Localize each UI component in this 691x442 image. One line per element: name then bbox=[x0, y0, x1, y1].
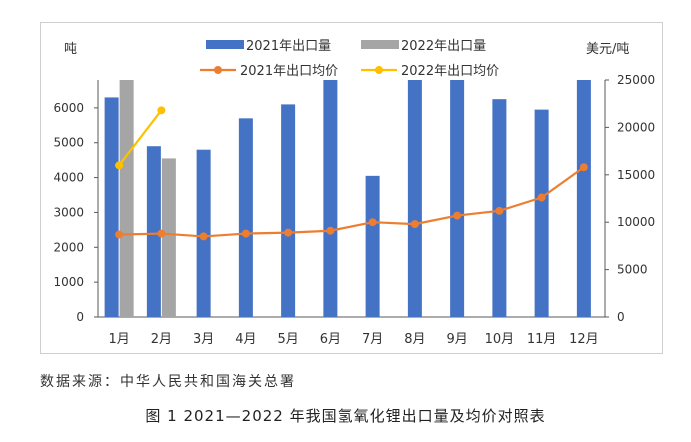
bar-2021 bbox=[281, 104, 296, 317]
avg-price-2021-point bbox=[115, 230, 124, 239]
chart-frame bbox=[40, 22, 663, 354]
figure-caption: 图 1 2021—2022 年我国氢氧化锂出口量及均价对照表 bbox=[145, 407, 546, 425]
left-axis-tick-label: 3000 bbox=[53, 205, 84, 219]
right-axis-tick-label: 0 bbox=[617, 310, 625, 324]
x-axis-tick-label: 11月 bbox=[527, 332, 557, 347]
bar-2021 bbox=[365, 175, 380, 317]
left-axis-tick-label: 5000 bbox=[53, 136, 84, 150]
x-axis-tick-label: 12月 bbox=[569, 332, 599, 347]
legend-swatch bbox=[206, 40, 244, 49]
axes: 0 1000 2000 3000 4000 5000 6000 0 5000 10000 15000… bbox=[53, 42, 655, 347]
legend-label: 2021年出口均价 bbox=[240, 64, 338, 79]
avg-price-2021-point bbox=[410, 220, 419, 229]
bar-2021 bbox=[238, 118, 253, 318]
left-axis-tick-label: 1000 bbox=[53, 275, 84, 289]
avg-price-2021-point bbox=[284, 228, 293, 237]
chart: 0 1000 2000 3000 4000 5000 6000 0 5000 10000 15000… bbox=[53, 39, 655, 347]
legend-label: 2021年出口量 bbox=[246, 39, 331, 54]
avg-price-2021-line bbox=[119, 166, 585, 238]
x-axis-tick-label: 3月 bbox=[193, 332, 214, 347]
left-axis-tick-label: 0 bbox=[76, 310, 84, 324]
avg-price-2021-point bbox=[326, 226, 335, 235]
left-axis-tick-label: 6000 bbox=[53, 101, 84, 115]
bar-2021 bbox=[407, 80, 422, 317]
avg-price-2021-point bbox=[241, 229, 250, 238]
avg-price-2021-point bbox=[453, 211, 462, 220]
right-axis-tick-label: 10000 bbox=[617, 215, 655, 229]
avg-price-2021-point bbox=[537, 193, 546, 202]
left-axis-tick-label: 2000 bbox=[53, 240, 84, 254]
left-axis-tick-label: 4000 bbox=[53, 171, 84, 185]
x-axis-tick-label: 1月 bbox=[108, 332, 129, 347]
x-axis-tick-label: 4月 bbox=[235, 332, 256, 347]
right-axis-tick-label: 20000 bbox=[617, 120, 655, 134]
bars bbox=[104, 80, 591, 318]
legend-label: 2022年出口均价 bbox=[401, 64, 499, 79]
legend-label: 2022年出口量 bbox=[401, 39, 486, 54]
lines bbox=[115, 106, 588, 241]
x-axis-tick-label: 9月 bbox=[446, 332, 467, 347]
avg-price-2021-point bbox=[579, 163, 588, 172]
avg-price-2022-line bbox=[118, 109, 163, 166]
x-axis-tick-label: 10月 bbox=[485, 332, 515, 347]
avg-price-2021-point bbox=[199, 232, 208, 241]
x-axis-tick-label: 5月 bbox=[277, 332, 298, 347]
legend-marker bbox=[214, 66, 222, 74]
bar-2021 bbox=[146, 146, 161, 317]
legend-swatch bbox=[361, 40, 399, 49]
bar-2021 bbox=[450, 80, 465, 317]
bar-2021 bbox=[534, 109, 549, 317]
x-axis-tick-label: 7月 bbox=[362, 332, 383, 347]
x-axis-tick-label: 6月 bbox=[320, 332, 341, 347]
legend: 2021年出口量 2022年出口量 2021年出口均价 2022年出口均价 bbox=[200, 39, 499, 79]
avg-price-2021-point bbox=[495, 206, 504, 215]
bar-2022 bbox=[119, 80, 134, 317]
left-axis-title: 吨 bbox=[64, 42, 77, 57]
right-axis-tick-label: 25000 bbox=[617, 73, 655, 87]
bar-2021 bbox=[323, 80, 338, 317]
right-axis-tick-label: 5000 bbox=[617, 263, 648, 277]
bar-2021 bbox=[576, 80, 591, 317]
legend-marker bbox=[375, 66, 383, 74]
avg-price-2022-point bbox=[115, 161, 124, 170]
avg-price-2022-point bbox=[157, 106, 166, 115]
bar-2022 bbox=[161, 158, 176, 317]
avg-price-2021-point bbox=[157, 229, 166, 238]
right-axis-title: 美元/吨 bbox=[586, 42, 629, 57]
bar-2021 bbox=[104, 97, 119, 317]
data-source-note: 数据来源：中华人民共和国海关总署 bbox=[40, 374, 296, 390]
right-axis-tick-label: 15000 bbox=[617, 168, 655, 182]
x-axis-tick-label: 2月 bbox=[151, 332, 172, 347]
avg-price-2021-point bbox=[368, 218, 377, 227]
x-axis-tick-label: 8月 bbox=[404, 332, 425, 347]
